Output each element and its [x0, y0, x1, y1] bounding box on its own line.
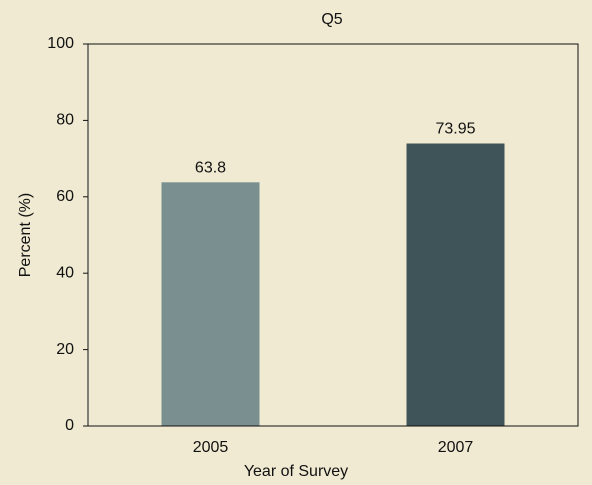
- y-tick-label: 80: [56, 112, 74, 129]
- value-label: 63.8: [195, 160, 226, 177]
- y-tick-label: 0: [65, 417, 74, 434]
- y-tick-label: 60: [56, 188, 74, 205]
- y-tick-label: 100: [47, 35, 74, 52]
- bar: [161, 182, 260, 426]
- bar: [406, 143, 505, 427]
- y-tick-label: 40: [56, 264, 74, 281]
- x-tick-label: 2005: [193, 439, 229, 456]
- y-tick-label: 20: [56, 341, 74, 358]
- x-tick-label: 2007: [438, 439, 474, 456]
- value-label: 73.95: [435, 121, 475, 138]
- plot-frame: [87, 43, 579, 427]
- x-axis-label: Year of Survey: [244, 463, 348, 480]
- chart-title: Q5: [321, 11, 342, 28]
- y-axis-label: Percent (%): [17, 193, 34, 277]
